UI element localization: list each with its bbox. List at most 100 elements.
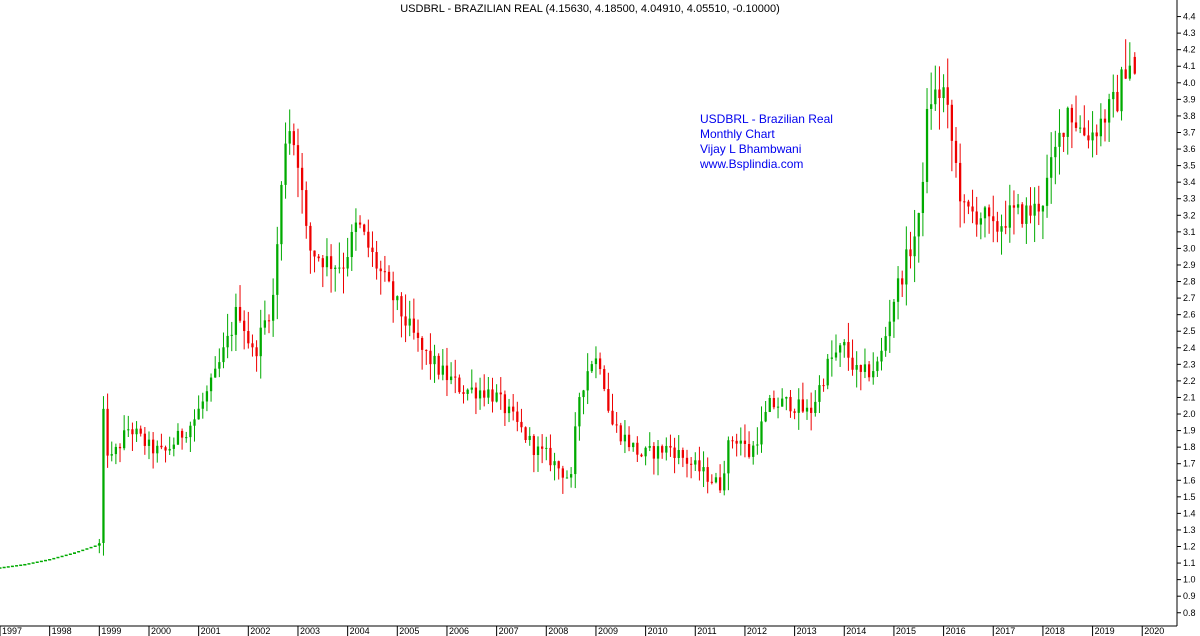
candle <box>611 410 614 425</box>
y-tick-label: 2.9 <box>1183 260 1196 270</box>
candle <box>234 306 238 335</box>
y-tick-label: 3.9 <box>1183 94 1196 104</box>
candle <box>1066 107 1069 137</box>
y-tick-label: 0.9 <box>1183 591 1196 601</box>
annotation-line-1: USDBRL - Brazilian Real <box>700 112 833 126</box>
candle <box>462 392 465 394</box>
candle <box>561 468 564 478</box>
candle <box>1124 69 1127 79</box>
candle <box>739 440 742 444</box>
candle <box>342 267 345 269</box>
candle <box>1074 122 1078 128</box>
candle <box>98 542 101 545</box>
y-tick-label: 2.5 <box>1183 326 1196 336</box>
candle <box>1116 91 1119 112</box>
y-tick-label: 2.2 <box>1183 376 1196 386</box>
candle <box>805 407 809 412</box>
candle <box>441 365 444 375</box>
y-tick-label: 1.7 <box>1183 459 1196 469</box>
candle <box>942 87 945 99</box>
candle <box>185 437 188 439</box>
x-axis-ticks: 1997 1998 1999 2000 2001 2002 2003 2004 2005 2006… <box>0 626 1164 636</box>
candle <box>901 278 904 285</box>
candle <box>756 444 759 446</box>
candle <box>445 365 449 381</box>
candle <box>1112 91 1115 100</box>
x-tick-label: 2001 <box>201 626 221 636</box>
candle <box>781 398 784 407</box>
candle <box>429 350 432 365</box>
candle <box>772 398 776 408</box>
candle <box>309 225 312 251</box>
candle <box>979 218 982 225</box>
candle <box>1016 204 1020 208</box>
candle <box>532 435 536 456</box>
candle <box>896 278 900 302</box>
candle <box>334 267 337 269</box>
candle <box>263 320 267 328</box>
candle <box>135 428 138 435</box>
candle <box>499 392 502 395</box>
candle <box>710 481 713 483</box>
candle <box>272 294 275 321</box>
candle <box>292 131 295 146</box>
candle <box>735 440 738 444</box>
candle <box>300 167 304 191</box>
candle <box>582 390 585 398</box>
y-tick-label: 3.0 <box>1183 243 1196 253</box>
candle <box>648 446 651 448</box>
y-tick-label: 1.2 <box>1183 542 1196 552</box>
candle <box>483 390 486 398</box>
y-tick-label: 3.6 <box>1183 144 1196 154</box>
candle <box>280 184 283 245</box>
x-tick-label: 2015 <box>896 626 916 636</box>
candle <box>632 442 635 448</box>
candle <box>1062 132 1065 137</box>
candle <box>590 364 593 372</box>
candle <box>358 222 362 225</box>
candle <box>156 445 159 454</box>
y-tick-label: 3.5 <box>1183 161 1196 171</box>
candle <box>574 426 577 475</box>
y-tick-label: 2.7 <box>1183 293 1196 303</box>
candle <box>689 463 693 465</box>
candle <box>449 376 453 381</box>
candle <box>731 440 734 442</box>
candle <box>512 406 515 412</box>
candle <box>971 206 974 212</box>
candle <box>727 440 730 474</box>
candle <box>760 421 763 445</box>
candle <box>474 387 478 399</box>
candle <box>826 358 829 386</box>
y-tick-label: 3.2 <box>1183 210 1196 220</box>
candle <box>545 447 548 449</box>
candle <box>329 256 333 269</box>
candle <box>925 108 929 182</box>
candle <box>1120 69 1123 112</box>
candle <box>131 429 134 435</box>
x-tick-label: 1998 <box>52 626 72 636</box>
candle <box>640 454 643 457</box>
candle <box>507 406 511 414</box>
candle <box>818 385 821 402</box>
candle <box>938 89 941 99</box>
candle <box>1058 132 1061 147</box>
candle <box>123 430 126 449</box>
candle <box>193 419 196 426</box>
candle <box>569 474 573 478</box>
candle <box>139 428 142 434</box>
candle <box>214 368 217 378</box>
candle <box>247 331 250 344</box>
y-axis-ticks: 0.8 0.9 1.0 1.1 1.2 1.3 1.4 1.5 1.6 1.7 1.8 1.9 2.0 2… <box>1177 12 1196 618</box>
candle <box>267 320 271 322</box>
candle <box>830 357 833 359</box>
x-tick-label: 2019 <box>1095 626 1115 636</box>
candle <box>681 450 684 458</box>
candle <box>118 446 122 449</box>
candle <box>644 447 647 457</box>
candle <box>305 190 308 226</box>
candle <box>321 258 324 268</box>
candle <box>425 349 428 351</box>
candle <box>872 371 875 378</box>
